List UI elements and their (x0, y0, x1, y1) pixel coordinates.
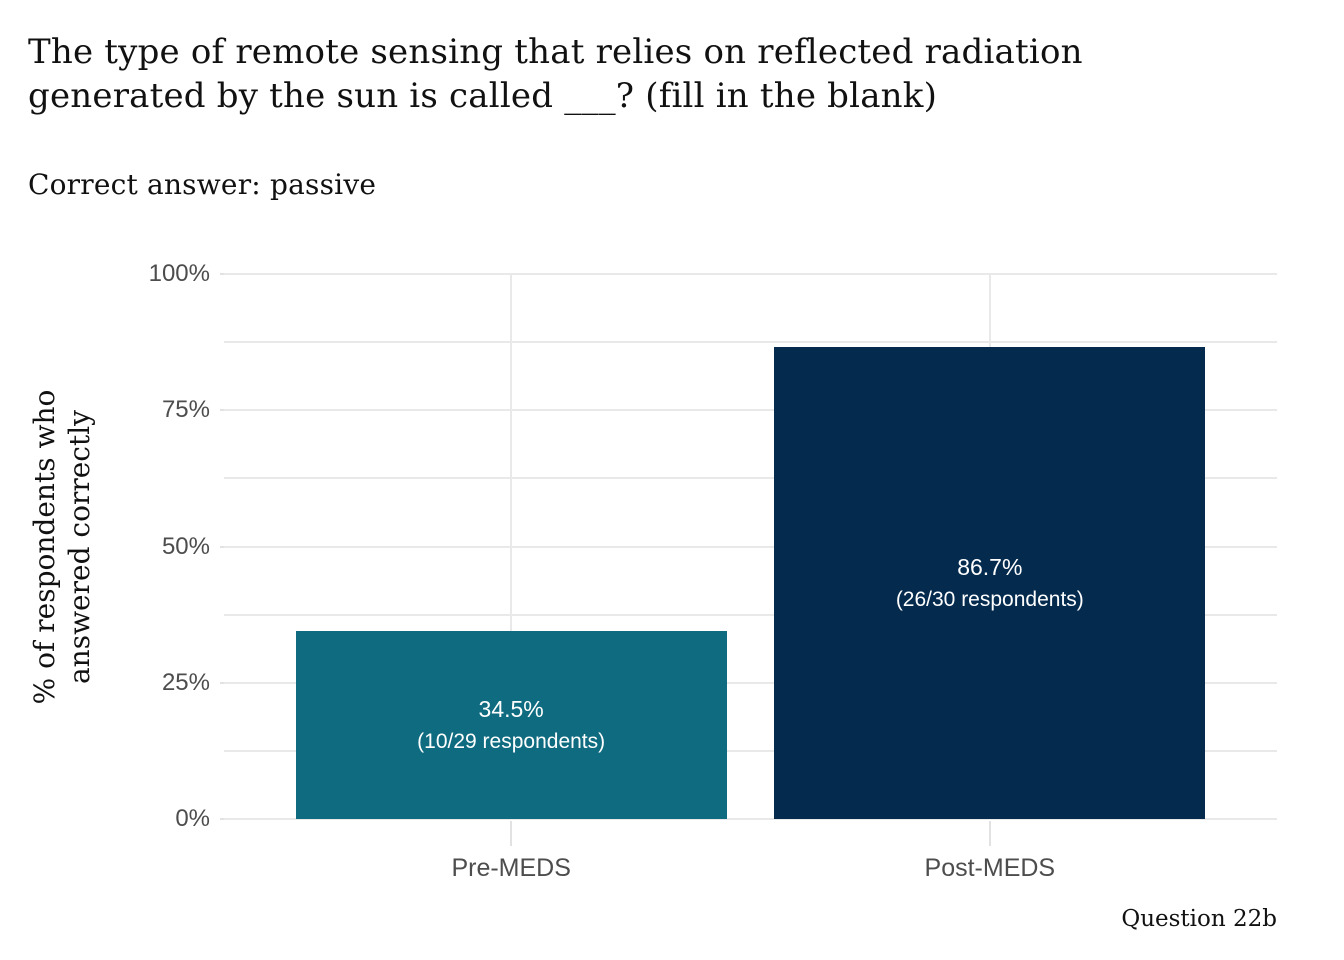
y-axis-tick-label: 50% (161, 532, 210, 560)
chart-title: The type of remote sensing that relies o… (28, 30, 1083, 118)
bar-count-label: (26/30 respondents) (895, 587, 1084, 611)
bar-count-label: (10/29 respondents) (417, 729, 606, 753)
y-axis-tick-mark (220, 409, 224, 412)
y-axis-tick-label: 100% (148, 260, 210, 287)
plot-panel: 34.5% (10/29 respondents) 86.7% (26/30 resp… (224, 273, 1277, 820)
horizontal-gridline (224, 613, 1277, 616)
y-axis-tick-mark (220, 545, 224, 548)
bar-pre-meds: 34.5% (10/29 respondents) (295, 630, 727, 819)
horizontal-gridline (224, 749, 1277, 752)
x-axis-category-label: Pre-MEDS (451, 854, 571, 882)
chart-title-line-2: generated by the sun is called ___? (fil… (28, 76, 938, 116)
chart-title-line-1: The type of remote sensing that relies o… (28, 32, 1083, 72)
bar-value-label: 34.5% (478, 695, 544, 722)
horizontal-gridline (224, 545, 1277, 548)
y-axis-tick-label: 75% (161, 396, 210, 424)
horizontal-gridline (224, 681, 1277, 684)
chart-subtitle: Correct answer: passive (28, 168, 377, 201)
bar-post-meds: 86.7% (26/30 respondents) (774, 346, 1206, 819)
y-axis-tick-label: 25% (161, 668, 210, 696)
y-axis-tick-mark (220, 273, 224, 275)
horizontal-gridline (224, 273, 1277, 275)
horizontal-gridline (224, 341, 1277, 344)
x-axis-category-label: Post-MEDS (924, 854, 1056, 882)
horizontal-gridline (224, 818, 1277, 820)
x-axis-tick-mark (988, 821, 991, 846)
vertical-gridline (510, 274, 513, 819)
horizontal-gridline (224, 477, 1277, 480)
y-axis-tick-label: 0% (175, 805, 210, 832)
y-axis-tick-mark (220, 818, 224, 820)
chart-caption: Question 22b (1121, 906, 1277, 932)
horizontal-gridline (224, 409, 1277, 412)
x-axis-tick-mark (510, 821, 513, 846)
y-axis-tick-mark (220, 681, 224, 684)
bar-value-label: 86.7% (957, 553, 1023, 580)
